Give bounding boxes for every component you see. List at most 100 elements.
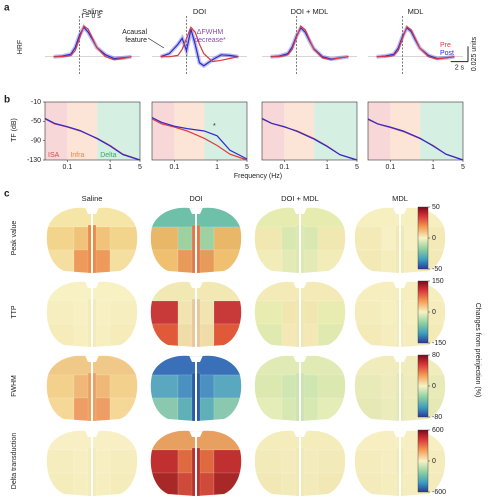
brain-region [381, 249, 419, 273]
brain-region [317, 323, 346, 347]
pre-curve [151, 118, 248, 161]
column-header: DOI + MDL [291, 7, 329, 16]
brain-region [46, 472, 75, 496]
colorbar [417, 280, 429, 344]
brain-region [254, 374, 283, 399]
post-curve [160, 29, 239, 67]
post-curve [151, 116, 248, 160]
brain-region [213, 374, 242, 399]
brain-region [87, 372, 97, 421]
brain-region [254, 397, 283, 421]
brain-region [317, 249, 346, 273]
brain-region [150, 207, 242, 228]
band [420, 102, 463, 160]
brain-region [254, 207, 346, 228]
brain-region [354, 249, 383, 273]
brain-region [177, 249, 215, 273]
column-header: MDL [408, 7, 424, 16]
row-label: Peak value [11, 221, 18, 256]
brain-region [281, 374, 319, 399]
brain-region [381, 374, 419, 399]
brain-region [150, 300, 179, 325]
brain-region [150, 226, 179, 251]
post-curve [261, 117, 358, 161]
post-band [53, 23, 132, 61]
brain-region [281, 472, 319, 496]
pre-curve [160, 26, 239, 63]
column-header: DOI + MDL [281, 194, 319, 203]
brain-region [281, 397, 319, 421]
brain-region [150, 281, 242, 302]
pre-curve [53, 25, 132, 61]
band [97, 102, 140, 160]
brain-region [281, 449, 319, 474]
brain-map [254, 207, 346, 273]
row-label: Delta transduction [11, 433, 18, 490]
brain-region [354, 374, 383, 399]
y-tick-label: -10 [31, 99, 41, 106]
brain-region [87, 224, 97, 273]
brain-region [254, 226, 283, 251]
brain-region [46, 300, 75, 325]
brain-region [73, 374, 111, 399]
band [204, 102, 247, 160]
brain-region [213, 472, 242, 496]
brain-region [213, 323, 242, 347]
colorbar-tick-label: -80 [432, 414, 442, 421]
annotation: ΔFWHM [197, 29, 224, 36]
plot-frame [44, 101, 141, 161]
brain-region [354, 449, 383, 474]
colorbar-tick-label: 80 [432, 352, 440, 359]
brain-region [73, 226, 111, 251]
x-tick-label: 1 [431, 164, 435, 171]
brain-region [254, 449, 283, 474]
brain-region [109, 374, 138, 399]
column-header: Saline [82, 7, 103, 16]
annotation: decrease* [194, 37, 226, 44]
colorbar-tick-label: -600 [432, 489, 446, 496]
band [152, 102, 175, 160]
brain-region [46, 249, 75, 273]
brain-region [395, 224, 405, 273]
brain-region [254, 430, 346, 451]
colorbar-tick-label: 150 [432, 278, 444, 285]
brain-region [354, 472, 383, 496]
brain-region [295, 447, 305, 496]
brain-map [150, 281, 242, 347]
brain-region [213, 300, 242, 325]
x-tick-label: 5 [245, 164, 249, 171]
x-tick-label: 0.1 [385, 164, 395, 171]
brain-region [213, 397, 242, 421]
brain-region [381, 472, 419, 496]
brain-region [317, 300, 346, 325]
brain-region [73, 249, 111, 273]
band [390, 102, 421, 160]
brain-map [254, 355, 346, 421]
brain-region [177, 226, 215, 251]
asterisk: * [213, 123, 216, 130]
brain-region [46, 397, 75, 421]
brain-region [354, 323, 383, 347]
brain-region [150, 374, 179, 399]
row-label: TTP [11, 305, 18, 319]
x-tick-label: 0.1 [62, 164, 72, 171]
panel-label: b [4, 95, 10, 106]
legend-entry: Post [440, 50, 454, 57]
colorbar [417, 206, 429, 270]
band-label: Infra [70, 152, 84, 159]
x-tick-label: 5 [138, 164, 142, 171]
brain-region [254, 300, 283, 325]
brain-region [46, 281, 138, 302]
brain-map [46, 281, 138, 347]
brain-region [191, 447, 201, 496]
y-axis-label: HRF [17, 40, 24, 54]
brain-region [177, 397, 215, 421]
brain-region [46, 355, 138, 376]
brain-region [213, 449, 242, 474]
post-band [270, 24, 349, 62]
brain-region [295, 298, 305, 347]
legend-entry: Pre [440, 42, 451, 49]
colorbar-label: Changes from preinjection (%) [474, 303, 481, 398]
brain-region [73, 300, 111, 325]
brain-map [46, 207, 138, 273]
